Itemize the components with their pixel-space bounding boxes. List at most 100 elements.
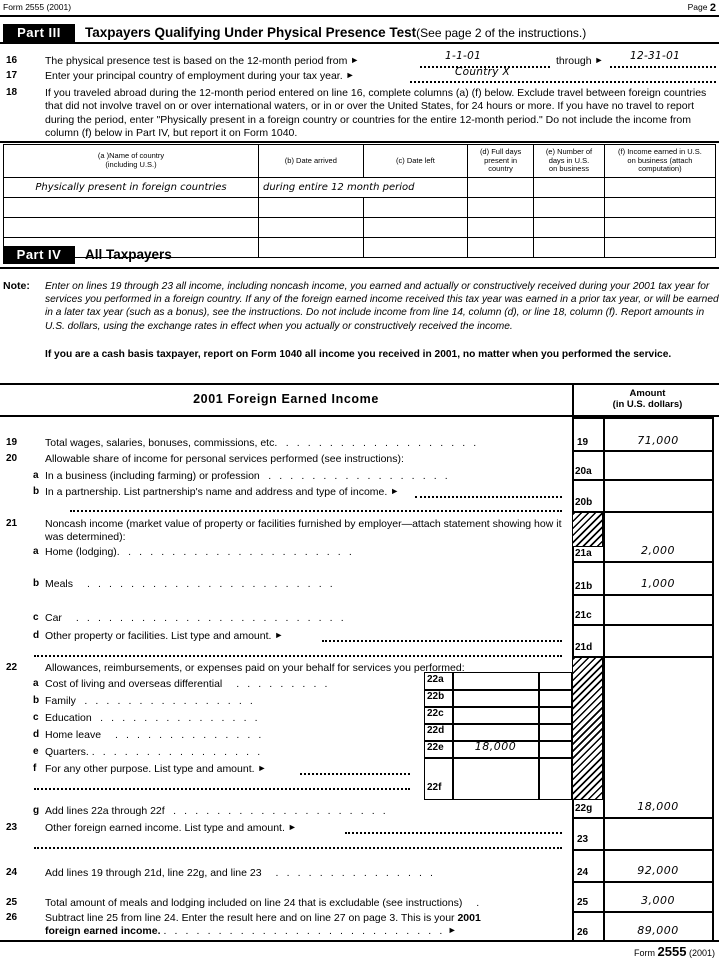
row-2-cell-e[interactable] bbox=[533, 197, 605, 218]
table-row[interactable]: Physically present in foreign countries … bbox=[3, 177, 717, 198]
line-22-number: 22 bbox=[6, 662, 18, 673]
line-21c-box-label: 21c bbox=[575, 610, 592, 621]
line-16-text: The physical presence test is based on t… bbox=[45, 55, 359, 67]
row-2-cell-d[interactable] bbox=[467, 197, 535, 218]
row-1-cell-f[interactable] bbox=[603, 177, 717, 198]
line-23-bottom-border bbox=[572, 849, 712, 851]
line-22e-letter: e bbox=[33, 746, 39, 757]
leader-dots: . . . . . . . . . . . . . . . . bbox=[78, 695, 256, 707]
line-20b-label: In a partnership. List partnership's nam… bbox=[45, 486, 388, 498]
line-16-to-rule bbox=[610, 66, 716, 68]
line-25-label: Total amount of meals and lodging includ… bbox=[45, 897, 463, 909]
line-21a-text: Home (lodging). . . . . . . . . . . . . … bbox=[45, 546, 354, 558]
line-25-box-label: 25 bbox=[577, 897, 589, 908]
footer-year: (2001) bbox=[688, 948, 715, 958]
row-3-cell-d[interactable] bbox=[467, 217, 535, 238]
line-26-text: Subtract line 25 from line 24. Enter the… bbox=[45, 912, 481, 924]
part-3-title-text: Taxpayers Qualifying Under Physical Pres… bbox=[85, 25, 417, 40]
line-22e-label: Quarters. bbox=[45, 746, 89, 758]
line-25-text: Total amount of meals and lodging includ… bbox=[45, 897, 482, 909]
line-22-hatched-cell bbox=[572, 657, 603, 800]
leader-dots: . . . . . . . . . bbox=[225, 678, 330, 690]
table-row[interactable] bbox=[3, 217, 717, 238]
line-26-text-2: foreign earned income. . . . . . . . . .… bbox=[45, 925, 457, 937]
col-e-header: (e) Number of days in U.S. on business bbox=[533, 144, 605, 178]
line-21a-value: 2,000 bbox=[641, 544, 675, 557]
row-4-cell-d[interactable] bbox=[467, 237, 535, 258]
part-3-tag: Part III bbox=[3, 24, 75, 42]
row-2-cell-b[interactable] bbox=[258, 197, 364, 218]
line-22b-box-label: 22b bbox=[427, 691, 445, 702]
line-25-bottom-border bbox=[572, 911, 712, 913]
line-22e-value: 18,000 bbox=[474, 740, 517, 753]
part-4-rule bbox=[0, 267, 719, 269]
col-e-line3: on business bbox=[548, 164, 589, 174]
row-4-cell-c[interactable] bbox=[362, 237, 469, 258]
arrow-icon: ► bbox=[390, 486, 400, 496]
line-22g-label: Add lines 22a through 22f bbox=[45, 805, 165, 817]
inset-label-divider bbox=[452, 672, 454, 800]
row-2-cell-a[interactable] bbox=[3, 197, 259, 218]
line-21c-text: Car . . . . . . . . . . . . . . . . . . … bbox=[45, 612, 346, 624]
row-1-cell-a[interactable]: Physically present in foreign countries bbox=[3, 177, 259, 198]
part-3-subtitle: (See page 2 of the instructions.) bbox=[416, 26, 587, 40]
col-b-header: (b) Date arrived bbox=[258, 144, 364, 178]
line-20a-bottom-border bbox=[572, 479, 712, 481]
row-3-cell-a[interactable] bbox=[3, 217, 259, 238]
line-22-text: Allowances, reimbursements, or expenses … bbox=[45, 662, 465, 674]
row-4-cell-f[interactable] bbox=[603, 237, 717, 258]
line-26-bold-2: foreign earned income. bbox=[45, 925, 161, 937]
arrow-icon: ► bbox=[447, 925, 457, 935]
row-1-cell-e[interactable] bbox=[533, 177, 605, 198]
line-22c-letter: c bbox=[33, 712, 39, 723]
line-20b-rule-2 bbox=[70, 510, 562, 512]
line-20-text: Allowable share of income for personal s… bbox=[45, 453, 404, 465]
col-a-line1: (a )Name of country bbox=[97, 151, 165, 161]
form-bottom-rule bbox=[0, 940, 719, 942]
line-22g-letter: g bbox=[33, 805, 40, 816]
line-21d-rule-1 bbox=[322, 640, 562, 642]
amount-column-right-rule bbox=[712, 417, 714, 940]
form-id-header: Form 2555 (2001) bbox=[3, 2, 72, 12]
row-3-cell-c[interactable] bbox=[362, 217, 469, 238]
row-1-value-a: Physically present in foreign countries bbox=[35, 181, 227, 193]
row-1-cell-d[interactable] bbox=[467, 177, 535, 198]
leader-dots: . . . . . . . . . . . . . . . . . . . . … bbox=[75, 578, 336, 590]
income-top-rule bbox=[0, 383, 719, 385]
line-20a-letter: a bbox=[33, 470, 39, 481]
line-22a-letter: a bbox=[33, 678, 39, 689]
line-20b-letter: b bbox=[33, 486, 40, 497]
row-3-cell-b[interactable] bbox=[258, 217, 364, 238]
line-21-hatched-cell bbox=[572, 512, 603, 547]
inset-row-4-border bbox=[424, 740, 572, 742]
line-17-rule bbox=[410, 81, 716, 83]
note-paragraph: Enter on lines 19 through 23 all income,… bbox=[45, 281, 719, 332]
row-2-cell-f[interactable] bbox=[603, 197, 717, 218]
row-1-cell-bc[interactable]: during entire 12 month period bbox=[257, 177, 469, 198]
col-a-line2: (including U.S.) bbox=[105, 160, 157, 169]
table-row[interactable] bbox=[3, 197, 717, 218]
line-16-number: 16 bbox=[6, 55, 18, 66]
line-22f-rule-2 bbox=[34, 788, 410, 790]
line-24-value: 92,000 bbox=[637, 864, 679, 877]
row-3-cell-e[interactable] bbox=[533, 217, 605, 238]
line-17-value: Country X bbox=[455, 66, 510, 78]
inset-row-3-border bbox=[424, 723, 572, 725]
line-21b-letter: b bbox=[33, 578, 40, 589]
line-22a-box-label: 22a bbox=[427, 674, 444, 685]
income-header-bottom-rule bbox=[0, 415, 719, 417]
row-4-cell-e[interactable] bbox=[533, 237, 605, 258]
footer-form-number: 2555 bbox=[657, 944, 687, 959]
line-22e-box-label: 22e bbox=[427, 742, 444, 753]
row-3-cell-f[interactable] bbox=[603, 217, 717, 238]
page-number-header: Page 2 bbox=[688, 2, 716, 14]
row-2-cell-c[interactable] bbox=[362, 197, 469, 218]
row-4-cell-b[interactable] bbox=[258, 237, 364, 258]
line-16-text-before: The physical presence test is based on t… bbox=[45, 55, 348, 67]
amount-column-header: Amount (in U.S. dollars) bbox=[576, 388, 719, 410]
income-section-title: 2001 Foreign Earned Income bbox=[193, 392, 379, 406]
line-17-number: 17 bbox=[6, 70, 18, 81]
line-21c-letter: c bbox=[33, 612, 39, 623]
line-18-bottom-rule bbox=[0, 141, 719, 143]
col-f-line3: computation) bbox=[638, 164, 682, 174]
